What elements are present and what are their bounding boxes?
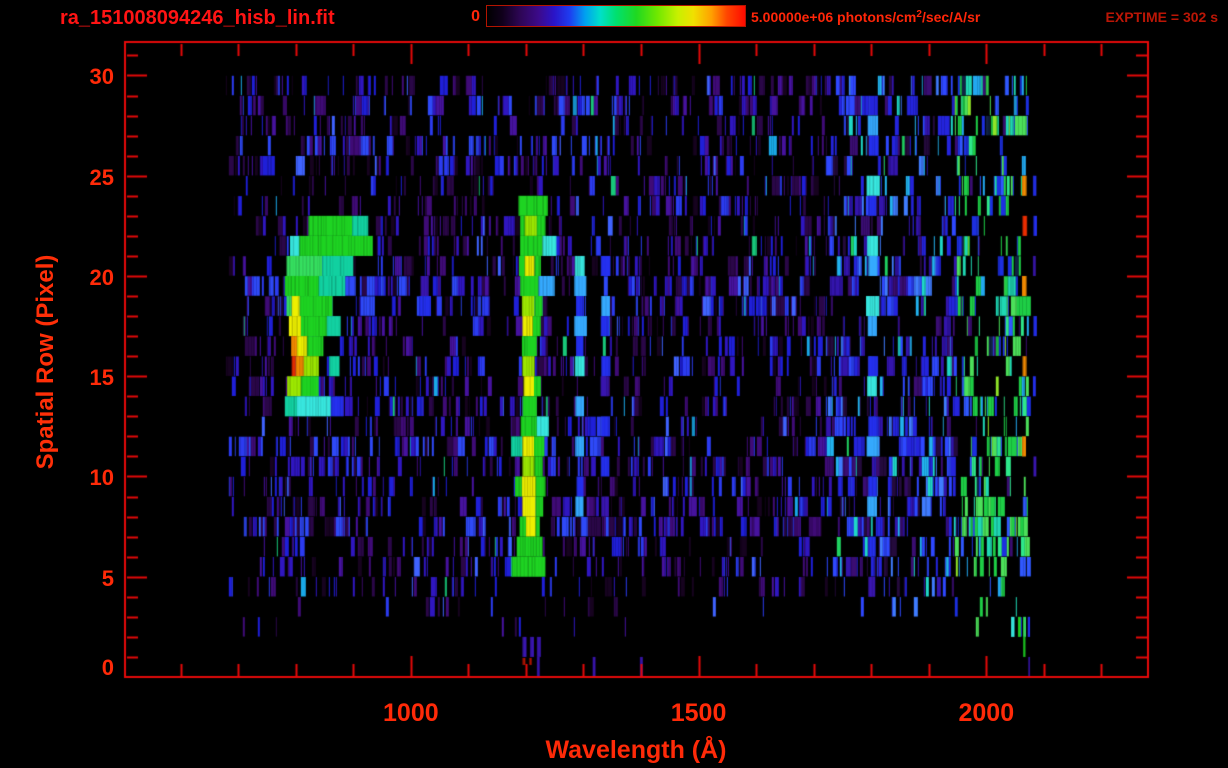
y-tick-label: 20: [89, 264, 114, 290]
y-tick-label: 10: [89, 465, 114, 491]
x-axis-title: Wavelength (Å): [545, 736, 727, 764]
x-tick-label: 1000: [383, 699, 439, 727]
x-tick-label: 2000: [958, 699, 1015, 727]
x-tick-label: 1500: [670, 699, 727, 727]
y-tick-label: 5: [101, 565, 114, 591]
y-tick-label: 0: [101, 655, 114, 680]
y-axis-title: Spatial Row (Pixel): [32, 254, 59, 470]
y-tick-label: 15: [89, 365, 114, 391]
y-tick-label: 25: [89, 164, 114, 190]
y-tick-label: 30: [89, 64, 114, 90]
